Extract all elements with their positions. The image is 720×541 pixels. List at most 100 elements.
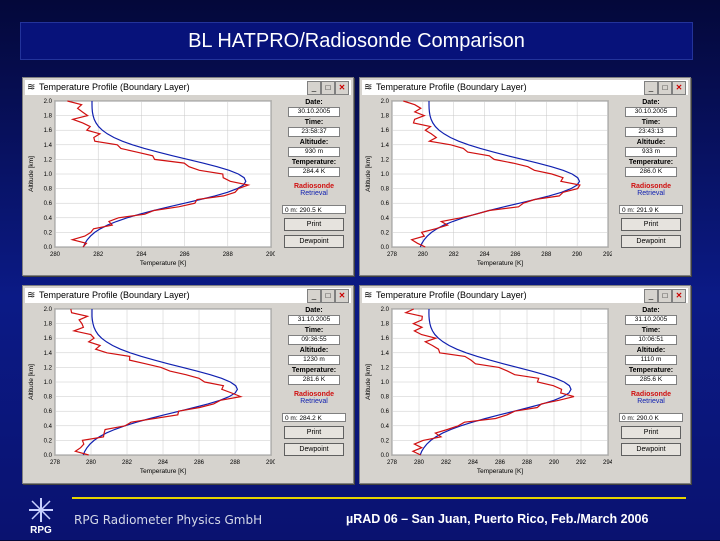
rpg-logo: RPG <box>24 496 58 536</box>
print-button[interactable]: Print <box>621 426 681 439</box>
plot-svg: 278 280 282 284 286 288 290 292 0.0 0.2 0.4 0.6 0.8 1… <box>365 99 612 267</box>
app-icon: ≋ <box>27 82 36 93</box>
close-button[interactable]: ✕ <box>335 289 349 303</box>
dewpoint-button[interactable]: Dewpoint <box>284 235 344 248</box>
time-value: 09:36:55 <box>288 335 340 345</box>
offset-select[interactable]: 0 m: 284.2 K <box>282 413 346 422</box>
radiosonde-legend: Radiosonde <box>630 183 672 190</box>
y-tick-label: 0.2 <box>44 230 53 236</box>
temperature-profile-plot: 280 282 284 286 288 290 0.0 0.2 0.4 0.6 0.8 1.0 1.2 1… <box>25 97 275 273</box>
y-tick-label: 0.4 <box>381 424 390 430</box>
x-axis-label: Temperature [K] <box>140 468 186 475</box>
y-tick-label: 1.0 <box>381 380 390 386</box>
dewpoint-button[interactable]: Dewpoint <box>621 235 681 248</box>
plot-svg: 278 280 282 284 286 288 290 0.0 0.2 0.4 0.6 0.8 1.0 1… <box>28 307 275 475</box>
info-panel: Date: 31.10.2005 Time: 09:36:55 Altitude… <box>279 305 349 481</box>
y-tick-label: 0.6 <box>44 409 53 415</box>
offset-select[interactable]: 0 m: 290.0 K <box>619 413 683 422</box>
maximize-button[interactable]: □ <box>658 81 672 95</box>
y-axis-label: Altitude [km] <box>28 156 35 192</box>
y-tick-label: 0.0 <box>44 453 53 459</box>
close-button[interactable]: ✕ <box>672 289 686 303</box>
retrieval-profile-line <box>82 309 239 456</box>
date-label: Date: <box>642 307 660 314</box>
print-button[interactable]: Print <box>621 218 681 231</box>
x-tick-label: 290 <box>572 252 583 258</box>
footer-event: µRAD 06 – San Juan, Puerto Rico, Feb./Ma… <box>346 512 649 526</box>
print-button[interactable]: Print <box>284 426 344 439</box>
y-tick-label: 1.0 <box>44 380 53 386</box>
window-titlebar[interactable]: ≋ Temperature Profile (Boundary Layer) _… <box>25 288 351 303</box>
date-label: Date: <box>305 307 323 314</box>
temperature-label: Temperature: <box>628 159 674 166</box>
date-value: 30.10.2005 <box>288 107 340 117</box>
temperature-profile-window: ≋ Temperature Profile (Boundary Layer) _… <box>22 77 354 276</box>
minimize-button[interactable]: _ <box>644 81 658 95</box>
time-value: 23:43:13 <box>625 127 677 137</box>
window-title: Temperature Profile (Boundary Layer) <box>39 290 190 300</box>
minimize-button[interactable]: _ <box>307 289 321 303</box>
date-value: 31.10.2005 <box>625 315 677 325</box>
y-tick-label: 1.8 <box>381 114 390 120</box>
date-value: 30.10.2005 <box>625 107 677 117</box>
dewpoint-button[interactable]: Dewpoint <box>284 443 344 456</box>
y-tick-label: 1.4 <box>381 351 390 357</box>
x-tick-label: 288 <box>223 252 234 258</box>
dewpoint-button[interactable]: Dewpoint <box>621 443 681 456</box>
close-button[interactable]: ✕ <box>335 81 349 95</box>
y-tick-label: 1.2 <box>381 365 390 371</box>
altitude-label: Altitude: <box>636 347 666 354</box>
x-tick-label: 284 <box>468 460 479 466</box>
y-tick-label: 1.0 <box>44 172 53 178</box>
retrieval-legend: Retrieval <box>637 190 665 197</box>
x-tick-label: 292 <box>576 460 587 466</box>
x-tick-label: 282 <box>449 252 460 258</box>
window-title: Temperature Profile (Boundary Layer) <box>39 82 190 92</box>
altitude-label: Altitude: <box>299 139 329 146</box>
altitude-value: 1110 m <box>625 355 677 365</box>
temperature-profile-window: ≋ Temperature Profile (Boundary Layer) _… <box>22 285 354 484</box>
maximize-button[interactable]: □ <box>321 81 335 95</box>
y-tick-label: 1.4 <box>44 143 53 149</box>
window-titlebar[interactable]: ≋ Temperature Profile (Boundary Layer) _… <box>25 80 351 95</box>
y-tick-label: 1.8 <box>381 322 390 328</box>
altitude-label: Altitude: <box>299 347 329 354</box>
print-button[interactable]: Print <box>284 218 344 231</box>
temperature-label: Temperature: <box>291 159 337 166</box>
y-tick-label: 0.4 <box>381 216 390 222</box>
offset-select[interactable]: 0 m: 291.9 K <box>619 205 683 214</box>
x-tick-label: 286 <box>194 460 205 466</box>
x-axis-label: Temperature [K] <box>140 260 186 267</box>
minimize-button[interactable]: _ <box>644 289 658 303</box>
close-button[interactable]: ✕ <box>672 81 686 95</box>
footer-rule <box>72 497 686 499</box>
temperature-profile-plot: 278 280 282 284 286 288 290 0.0 0.2 0.4 0.6 0.8 1.0 1… <box>25 305 275 481</box>
y-tick-label: 0.2 <box>381 438 390 444</box>
y-tick-label: 1.8 <box>44 114 53 120</box>
temperature-profile-window: ≋ Temperature Profile (Boundary Layer) _… <box>359 77 691 276</box>
window-titlebar[interactable]: ≋ Temperature Profile (Boundary Layer) _… <box>362 288 688 303</box>
y-tick-label: 1.2 <box>381 157 390 163</box>
y-tick-label: 0.4 <box>44 216 53 222</box>
maximize-button[interactable]: □ <box>321 289 335 303</box>
x-tick-label: 284 <box>158 460 169 466</box>
y-axis-label: Altitude [km] <box>28 364 35 400</box>
footer-company: RPG Radiometer Physics GmbH <box>74 513 263 527</box>
minimize-button[interactable]: _ <box>307 81 321 95</box>
maximize-button[interactable]: □ <box>658 289 672 303</box>
y-tick-label: 1.2 <box>44 365 53 371</box>
y-tick-label: 1.8 <box>44 322 53 328</box>
window-titlebar[interactable]: ≋ Temperature Profile (Boundary Layer) _… <box>362 80 688 95</box>
retrieval-legend: Retrieval <box>300 190 328 197</box>
temperature-profile-window: ≋ Temperature Profile (Boundary Layer) _… <box>359 285 691 484</box>
offset-select[interactable]: 0 m: 290.5 K <box>282 205 346 214</box>
x-tick-label: 284 <box>480 252 491 258</box>
window-title: Temperature Profile (Boundary Layer) <box>376 290 527 300</box>
slide-title: BL HATPRO/Radiosonde Comparison <box>20 22 693 60</box>
y-tick-label: 0.2 <box>44 438 53 444</box>
radiosonde-legend: Radiosonde <box>630 391 672 398</box>
y-tick-label: 0.8 <box>381 395 390 401</box>
altitude-value: 933 m <box>625 147 677 157</box>
date-label: Date: <box>642 99 660 106</box>
time-label: Time: <box>304 119 324 126</box>
